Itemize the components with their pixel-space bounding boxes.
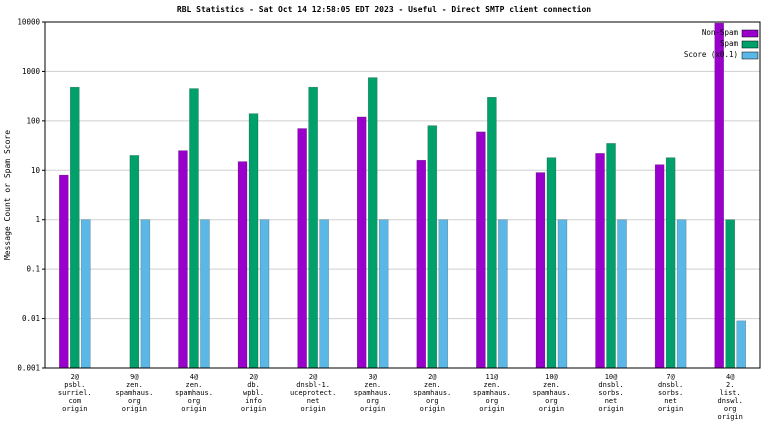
bar xyxy=(595,153,605,369)
legend-label: Non-Spam xyxy=(702,28,739,37)
y-tick-label: 100 xyxy=(26,116,40,125)
y-tick-label: 1 xyxy=(35,215,40,224)
bar xyxy=(617,219,627,369)
bar xyxy=(129,155,140,369)
x-category-label: 9@ zen. spamhaus. org origin xyxy=(115,373,153,413)
x-category-label: 4@ zen. spamhaus. org origin xyxy=(175,373,213,413)
bar xyxy=(736,320,746,369)
x-category-label: 3@ zen. spamhaus. org origin xyxy=(354,373,392,413)
bar xyxy=(725,219,735,369)
bar xyxy=(308,86,318,369)
y-tick-label: 1000 xyxy=(22,67,41,76)
bar xyxy=(189,88,199,369)
bar xyxy=(654,164,665,369)
bar xyxy=(367,77,378,369)
y-tick-label: 10000 xyxy=(17,18,40,27)
bar xyxy=(557,219,568,369)
x-category-label: 2@ db. wpbl. info origin xyxy=(241,373,266,413)
bar xyxy=(178,150,188,369)
bar xyxy=(714,22,724,369)
plot-area: 10000 1000 100 10 1 0.1 0.01 0.001 2@ psbl. surrie… xyxy=(17,18,761,421)
x-category-label: 4@ 2. list. dnswl. org origin xyxy=(718,373,743,421)
bar xyxy=(297,128,307,369)
bar xyxy=(140,219,151,369)
bar xyxy=(416,159,427,369)
x-category-label: 11@ zen. spamhaus. org origin xyxy=(473,373,511,413)
bar xyxy=(237,161,248,369)
bar xyxy=(319,219,329,369)
bar xyxy=(427,125,438,369)
x-category-label: 2@ dnsbl-1. uceprotect. net origin xyxy=(290,373,336,413)
bar xyxy=(535,172,546,369)
legend-swatch xyxy=(741,29,759,38)
bar xyxy=(259,219,270,369)
bar xyxy=(546,157,557,369)
x-category-label: 10@ zen. spamhaus. org origin xyxy=(532,373,570,413)
legend-swatch xyxy=(741,40,759,49)
bar xyxy=(487,97,497,369)
legend-swatch xyxy=(741,51,759,60)
bar xyxy=(606,143,616,369)
bar xyxy=(665,157,676,369)
y-tick-label: 0.01 xyxy=(22,314,40,323)
y-tick-label: 10 xyxy=(31,166,41,175)
x-category-label: 2@ zen. spamhaus. org origin xyxy=(413,373,451,413)
bar xyxy=(378,219,389,369)
plot-border xyxy=(44,21,761,369)
bar xyxy=(356,116,367,369)
x-category-label: 7@ dnsbl. sorbs. net origin xyxy=(658,373,683,413)
bar xyxy=(81,219,91,369)
bar xyxy=(248,113,259,369)
bar xyxy=(676,219,687,369)
bar xyxy=(498,219,508,369)
legend-label: Score (x0.1) xyxy=(684,50,738,59)
y-tick-label: 0.001 xyxy=(17,364,40,373)
bar xyxy=(438,219,449,369)
y-axis-label: Message Count or Spam Score xyxy=(3,130,12,260)
bar xyxy=(59,174,69,369)
x-category-label: 2@ psbl. surriel. com origin xyxy=(58,373,92,413)
y-tick-label: 0.1 xyxy=(26,265,40,274)
bar xyxy=(476,131,486,369)
chart-title: RBL Statistics - Sat Oct 14 12:58:05 EDT… xyxy=(177,4,591,14)
legend-label: Spam xyxy=(720,39,739,48)
bar xyxy=(70,86,80,369)
bar xyxy=(200,219,210,369)
x-category-label: 10@ dnsbl. sorbs. net origin xyxy=(598,373,623,413)
